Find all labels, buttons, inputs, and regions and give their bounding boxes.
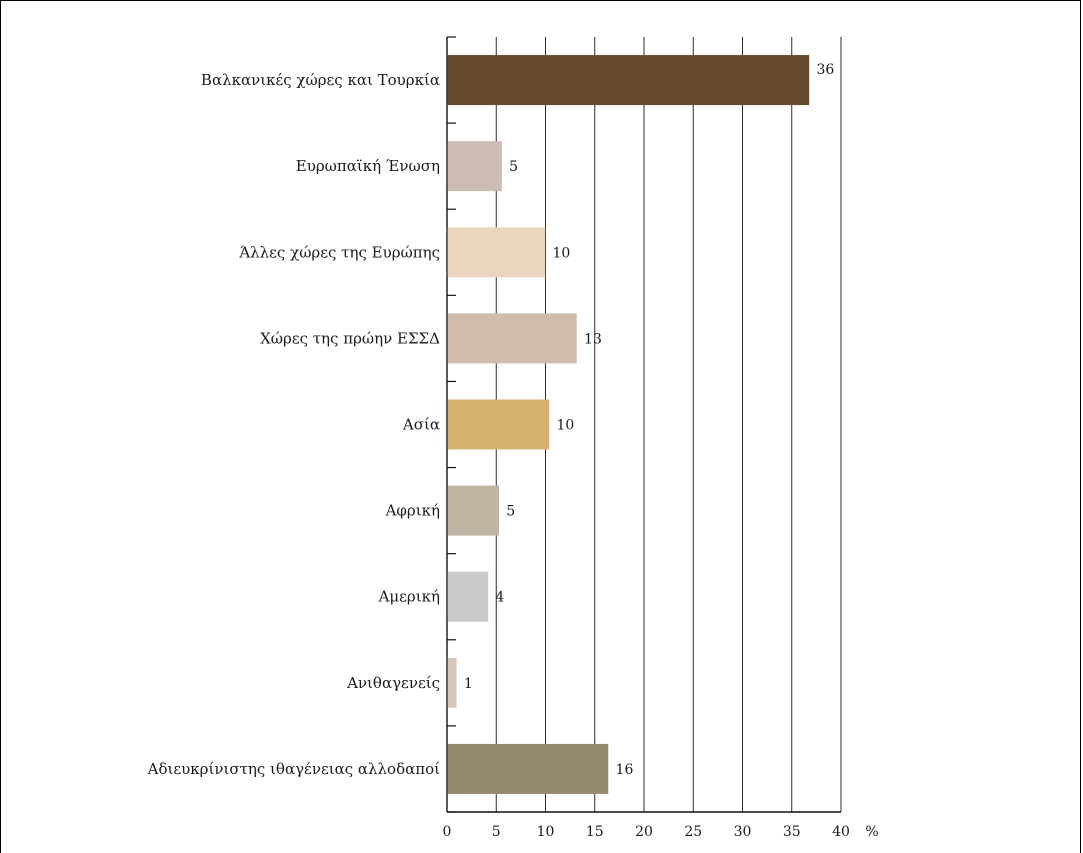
x-tick-label-25: 25 — [684, 824, 702, 840]
bar-5 — [447, 485, 499, 536]
bar-3 — [447, 313, 577, 364]
category-label-0: Βαλκανικές χώρες και Τουρκία — [201, 71, 440, 89]
x-tick-label-10: 10 — [537, 824, 555, 840]
value-label-0: 36 — [816, 62, 834, 78]
category-label-5: Αφρική — [385, 502, 440, 520]
x-unit-label: % — [865, 824, 878, 840]
x-tick-label-20: 20 — [635, 824, 653, 840]
value-label-4: 10 — [556, 418, 574, 434]
value-label-1: 5 — [509, 159, 518, 175]
x-tick-label-35: 35 — [783, 824, 801, 840]
bar-8 — [447, 743, 609, 794]
value-label-2: 10 — [553, 245, 571, 261]
category-label-2: Άλλες χώρες της Ευρώπης — [238, 243, 440, 261]
bar-2 — [447, 227, 546, 278]
x-tick-label-0: 0 — [443, 824, 452, 840]
category-label-8: Αδιευκρίνιστης ιθαγένειας αλλοδαποί — [147, 760, 440, 778]
bar-7 — [447, 657, 457, 708]
value-label-5: 5 — [506, 504, 515, 520]
category-label-1: Ευρωπαϊκή Ένωση — [296, 157, 440, 175]
value-label-8: 16 — [616, 762, 634, 778]
value-label-6: 4 — [495, 590, 504, 606]
category-label-6: Αμερική — [378, 588, 440, 606]
bar-6 — [447, 571, 489, 622]
bar-0 — [447, 55, 810, 106]
x-tick-label-40: 40 — [832, 824, 850, 840]
bar-4 — [447, 399, 550, 450]
x-tick-label-15: 15 — [586, 824, 604, 840]
bar-1 — [447, 141, 502, 192]
category-label-7: Ανιθαγενείς — [346, 674, 440, 692]
category-label-3: Χώρες της πρώην ΕΣΣΔ — [260, 329, 440, 347]
value-label-7: 1 — [464, 676, 473, 692]
category-label-4: Ασία — [402, 416, 440, 434]
x-tick-label-30: 30 — [734, 824, 752, 840]
x-tick-label-5: 5 — [492, 824, 501, 840]
value-label-3: 13 — [584, 331, 602, 347]
